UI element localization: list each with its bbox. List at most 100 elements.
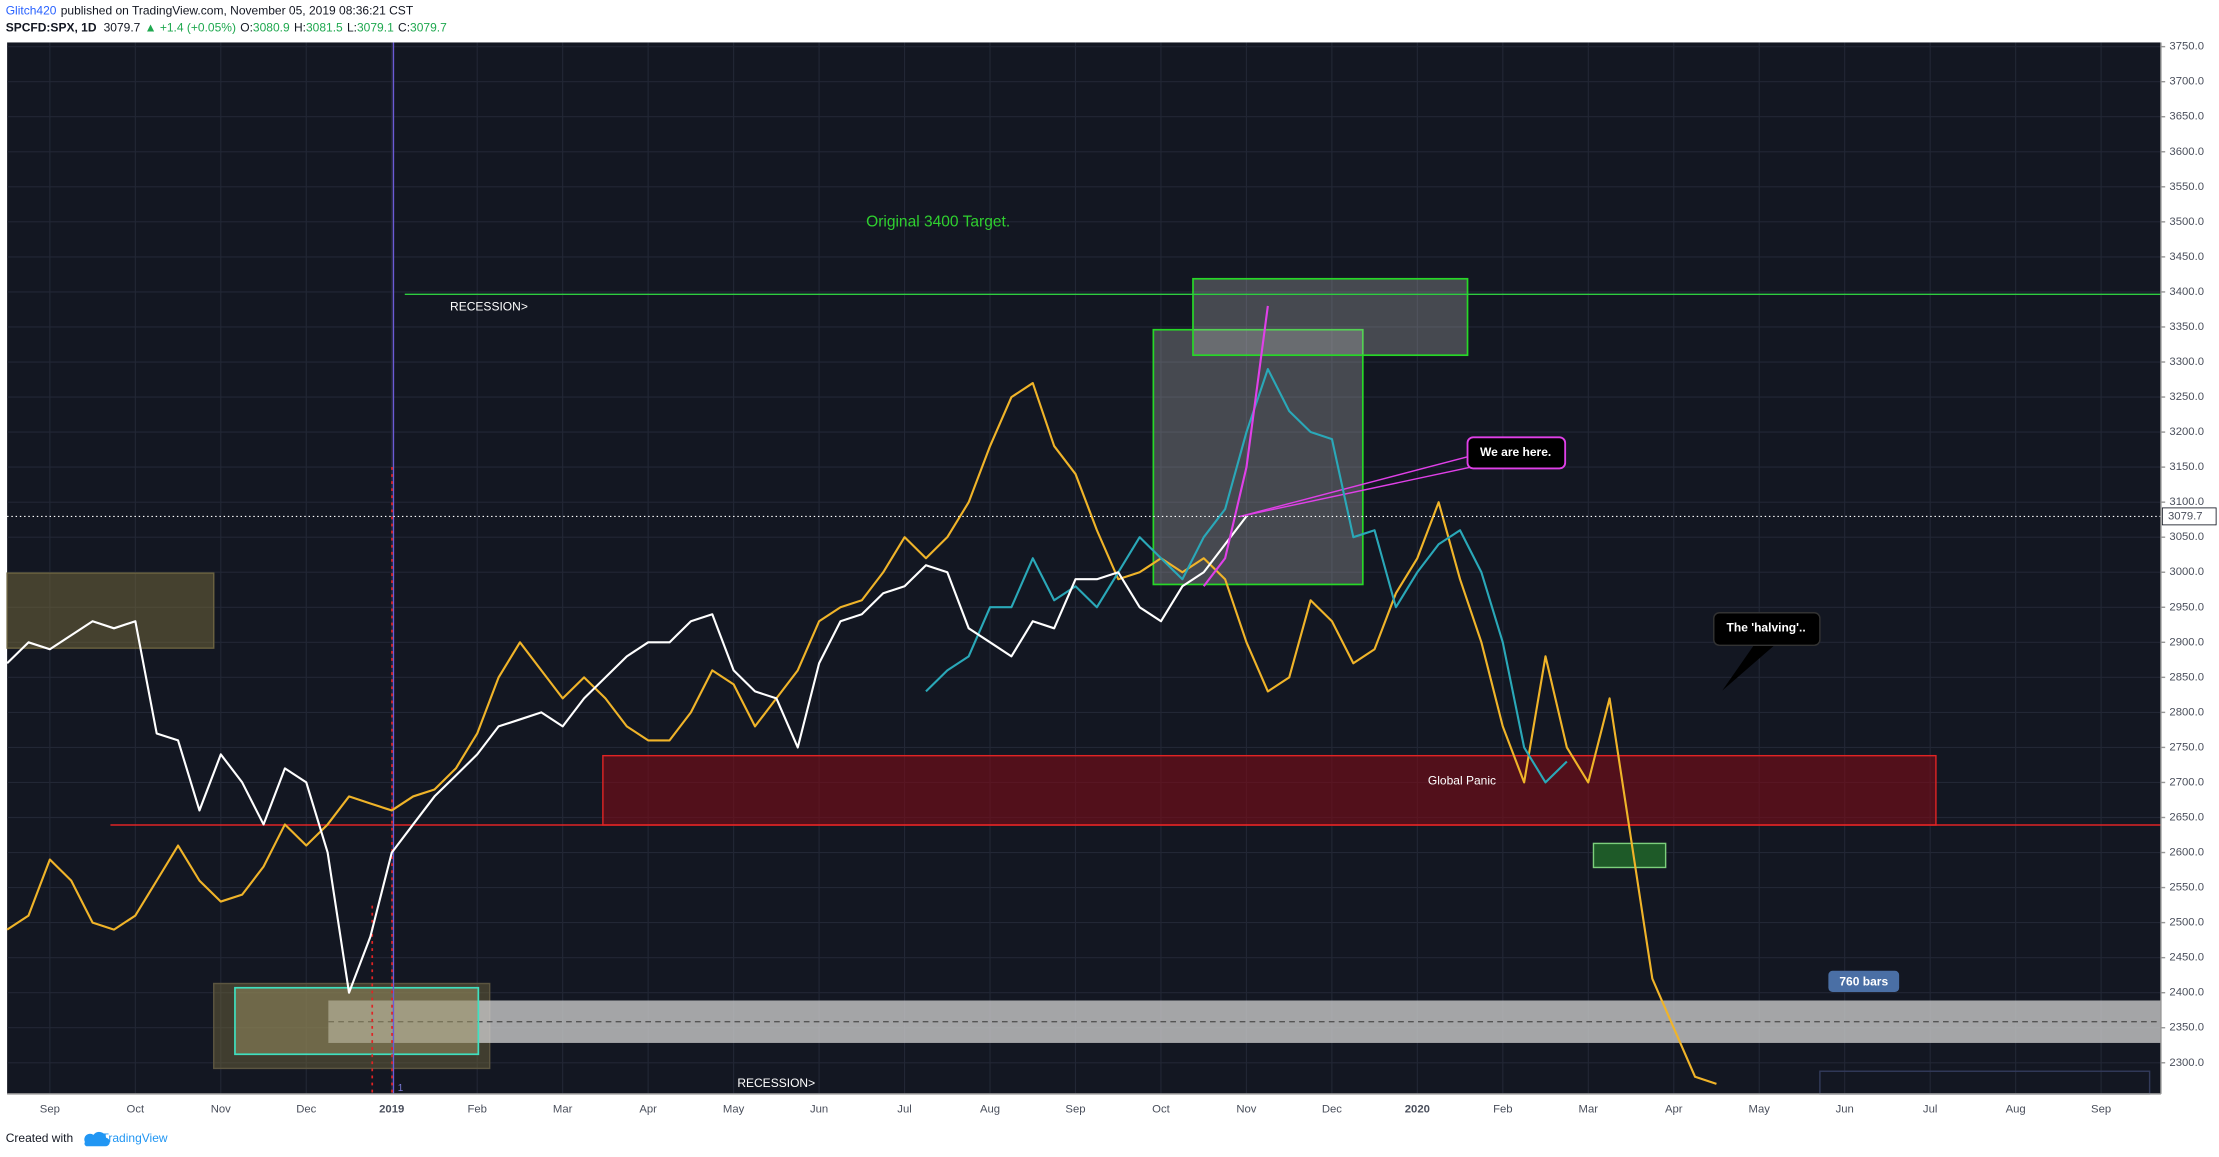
y-tick-label: 3350.0 <box>2169 321 2204 333</box>
y-tick-label: 3700.0 <box>2169 76 2204 88</box>
y-tick-label: 2650.0 <box>2169 811 2204 823</box>
x-tick-label: Nov <box>211 1103 231 1115</box>
annotation: RECESSION> <box>737 1076 815 1090</box>
annotation: 1 <box>398 1083 404 1094</box>
y-tick-label: 3550.0 <box>2169 181 2204 193</box>
y-tick-label: 2800.0 <box>2169 706 2204 718</box>
x-tick-label: Sep <box>1065 1103 1085 1115</box>
x-tick-label: Jun <box>1836 1103 1854 1115</box>
x-tick-label: Mar <box>553 1103 573 1115</box>
y-tick-label: 3150.0 <box>2169 461 2204 473</box>
x-tick-label: Jul <box>1923 1103 1937 1115</box>
symbol-line: SPCFD:SPX, 1D 3079.7 ▲ +1.4 (+0.05%) O:3080… <box>6 20 447 34</box>
x-tick-label: Sep <box>40 1103 60 1115</box>
author[interactable]: Glitch420 <box>6 3 57 17</box>
ohlc-value: 3079.7 <box>410 20 447 34</box>
zone-box <box>234 986 480 1056</box>
x-tick-label: Jul <box>897 1103 911 1115</box>
last-price-label: 3079.7 <box>2168 510 2203 522</box>
annotation: 760 bars <box>1839 974 1888 988</box>
annotation: Original 3400 Target. <box>866 213 1010 230</box>
y-tick-label: 3450.0 <box>2169 251 2204 263</box>
x-tick-label: Aug <box>980 1103 1000 1115</box>
x-tick-label: Oct <box>127 1103 145 1115</box>
y-tick-label: 3100.0 <box>2169 496 2204 508</box>
ohlc-label: H: <box>294 20 306 34</box>
y-tick-label: 2500.0 <box>2169 917 2204 929</box>
callout-box <box>1466 436 1567 470</box>
ohlc-label: O: <box>240 20 253 34</box>
x-tick-label: Feb <box>467 1103 487 1115</box>
annotation: The 'halving'.. <box>1727 620 1806 634</box>
x-tick-label: 2019 <box>379 1103 404 1115</box>
annotation: Global Panic <box>1428 773 1496 787</box>
price-line <box>6 382 1717 1085</box>
published: published on TradingView.com, November 0… <box>61 3 414 17</box>
y-tick-label: 2850.0 <box>2169 671 2204 683</box>
logo <box>84 1131 110 1147</box>
y-tick-label: 3650.0 <box>2169 111 2204 123</box>
y-tick-label: 2700.0 <box>2169 776 2204 788</box>
y-tick-label: 2300.0 <box>2169 1057 2204 1069</box>
y-axis <box>2160 42 2219 1094</box>
x-tick-label: Jun <box>810 1103 828 1115</box>
ohlc-label: C: <box>398 20 410 34</box>
created-with: Created with <box>6 1131 73 1145</box>
y-tick-label: 2600.0 <box>2169 847 2204 859</box>
price-line <box>6 515 1248 994</box>
drawings <box>6 42 2161 1095</box>
annotations: Original 3400 Target. RECESSION> We are he… <box>398 213 1889 1094</box>
axes: 2300.0 2350.0 2400.0 2450.0 2500.0 2550.0 2600… <box>40 41 2217 1115</box>
label-box <box>1828 970 1900 992</box>
y-tick-label: 3200.0 <box>2169 426 2204 438</box>
price-line <box>1202 305 1269 587</box>
price-line <box>925 368 1568 784</box>
callout-pointer <box>1239 454 1472 518</box>
y-tick-label: 3600.0 <box>2169 146 2204 158</box>
x-tick-label: May <box>723 1103 745 1115</box>
footer: Created with TradingView <box>6 1131 168 1145</box>
y-tick-label: 2750.0 <box>2169 741 2204 753</box>
x-tick-label: 2020 <box>1405 1103 1430 1115</box>
y-tick-label: 2400.0 <box>2169 987 2204 999</box>
target-box <box>1192 277 1469 357</box>
header-line: Glitch420 published on TradingView.com, N… <box>6 3 414 17</box>
symbol: SPCFD:SPX, 1D <box>6 20 97 34</box>
y-tick-label: 3750.0 <box>2169 41 2204 53</box>
x-tick-label: Aug <box>2006 1103 2026 1115</box>
y-tick-label: 2900.0 <box>2169 636 2204 648</box>
x-tick-label: Feb <box>1493 1103 1513 1115</box>
y-tick-label: 3500.0 <box>2169 216 2204 228</box>
y-tick-label: 2450.0 <box>2169 952 2204 964</box>
last: 3079.7 <box>104 20 141 34</box>
target-box <box>1152 328 1364 586</box>
x-tick-label: May <box>1749 1103 1771 1115</box>
annotation: We are here. <box>1480 445 1551 459</box>
brand[interactable]: TradingView <box>101 1131 167 1145</box>
ohlc-value: 3079.1 <box>357 20 394 34</box>
y-tick-label: 2350.0 <box>2169 1022 2204 1034</box>
x-tick-label: Oct <box>1152 1103 1170 1115</box>
small-box <box>1592 842 1667 869</box>
x-tick-label: Dec <box>296 1103 316 1115</box>
y-tick-label: 2550.0 <box>2169 882 2204 894</box>
plot-area <box>7 42 2161 1094</box>
x-tick-label: Sep <box>2091 1103 2111 1115</box>
panic-zone <box>602 754 1937 826</box>
y-tick-label: 3000.0 <box>2169 566 2204 578</box>
y-tick-label: 3250.0 <box>2169 391 2204 403</box>
ohlc-value: 3080.9 <box>253 20 290 34</box>
callout-box <box>1713 612 1821 647</box>
ohlc-value: 3081.5 <box>306 20 343 34</box>
x-tick-label: Nov <box>1236 1103 1256 1115</box>
change: ▲ +1.4 (+0.05%) <box>145 20 236 34</box>
x-tick-label: Dec <box>1322 1103 1342 1115</box>
ohlc-label: L: <box>347 20 357 34</box>
annotation: RECESSION> <box>450 299 528 313</box>
series <box>6 305 2161 1085</box>
y-tick-label: 3400.0 <box>2169 286 2204 298</box>
zone-box <box>6 572 215 649</box>
y-tick-label: 2950.0 <box>2169 601 2204 613</box>
x-tick-label: Mar <box>1579 1103 1599 1115</box>
